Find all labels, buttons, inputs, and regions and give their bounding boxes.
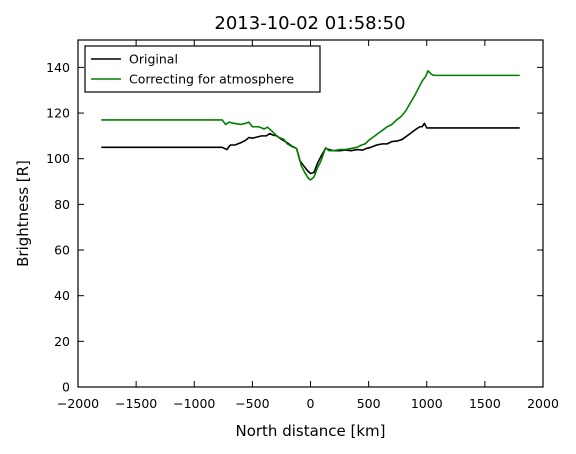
x-tick-label: 0 bbox=[307, 396, 315, 411]
y-tick-label: 60 bbox=[54, 243, 70, 258]
x-tick-label: 1500 bbox=[469, 396, 501, 411]
legend-label-corrected: Correcting for atmosphere bbox=[129, 72, 294, 87]
legend-box bbox=[84, 45, 321, 93]
y-tick-label: 140 bbox=[46, 60, 70, 75]
y-axis-label: Brightness [R] bbox=[14, 160, 32, 267]
x-tick-label: 500 bbox=[357, 396, 381, 411]
x-tick-label: −1500 bbox=[115, 396, 157, 411]
chart-title: 2013-10-02 01:58:50 bbox=[214, 13, 405, 34]
x-tick-label: −500 bbox=[235, 396, 269, 411]
x-tick-label: 1000 bbox=[411, 396, 443, 411]
legend: Original Correcting for atmosphere bbox=[84, 45, 321, 93]
x-tick-label: −1000 bbox=[173, 396, 215, 411]
y-tick-label: 0 bbox=[62, 380, 70, 395]
x-axis-label: North distance [km] bbox=[235, 422, 385, 440]
y-tick-label: 80 bbox=[54, 197, 70, 212]
plot-frame bbox=[77, 39, 544, 388]
y-tick-label: 100 bbox=[46, 151, 70, 166]
series-line-1 bbox=[101, 70, 520, 181]
legend-label-original: Original bbox=[129, 52, 178, 67]
y-tick-label: 20 bbox=[54, 334, 70, 349]
y-tick-label: 40 bbox=[54, 288, 70, 303]
series-line-0 bbox=[101, 122, 520, 175]
x-tick-label: 2000 bbox=[527, 396, 559, 411]
x-tick-label: −2000 bbox=[57, 396, 99, 411]
axis-ticks: −2000 −1500 −1000 −500 0 500 1000 1500 2000 0 20 40… bbox=[46, 40, 559, 411]
plot-area bbox=[101, 70, 520, 181]
y-tick-label: 120 bbox=[46, 106, 70, 121]
